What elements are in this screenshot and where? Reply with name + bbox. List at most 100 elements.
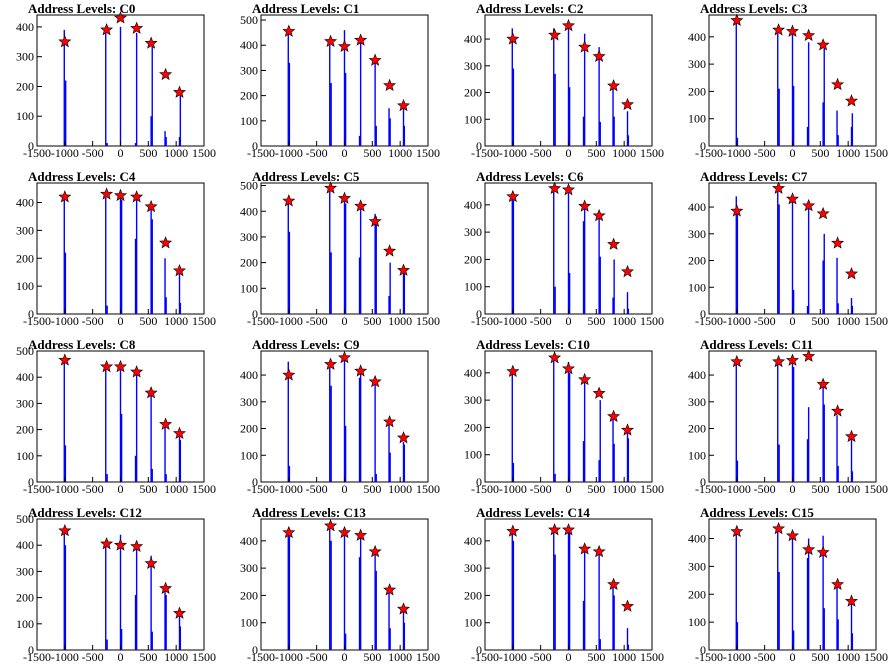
peak-marker [562,361,575,375]
peak-marker [58,523,72,537]
peak-marker [548,181,562,194]
y-tick-label: 500 [240,179,258,193]
peak-marker [578,542,592,555]
x-tick-label: -1500 [695,482,723,496]
chart-panel: Address Levels: C50100200300400500-1500-… [240,169,440,328]
peak-marker [592,544,606,558]
chart-title: Address Levels: C14 [476,505,590,520]
y-tick-label: 200 [464,588,482,602]
x-tick-label: 0 [790,482,796,496]
x-tick-label: -1500 [471,482,499,496]
y-tick-label: 200 [688,587,706,601]
x-tick-label: 500 [811,314,829,328]
peak-marker [354,364,368,377]
y-tick-label: 100 [16,109,34,123]
x-tick-label: -1000 [275,650,303,664]
peak-marker [802,28,816,41]
x-tick-label: -1500 [471,650,499,664]
peak-marker [506,524,520,537]
x-tick-label: 1500 [640,650,664,664]
peak-marker [562,18,575,32]
x-tick-label: 1000 [388,482,412,496]
y-tick-label: 0 [700,475,706,489]
chart-title: Address Levels: C8 [28,337,136,352]
chart-panel: Address Levels: C9 0 100 200 300 400 -1500 -100… [240,337,440,496]
x-tick-label: -500 [530,146,552,160]
x-tick-label: 1500 [416,146,440,160]
x-tick-label: -500 [754,314,776,328]
x-tick-label: -1000 [499,650,527,664]
x-tick-label: 1500 [640,146,664,160]
peak-marker [730,204,744,217]
y-tick-label: 0 [476,139,482,153]
peak-marker [397,98,410,112]
peak-marker [114,188,127,202]
chart-panel: Address Levels: C10100200300400500-1500-… [240,1,440,160]
y-tick-label: 300 [688,559,706,573]
chart-panel: Address Levels: C14 0 100 200 300 400 -1500 -10… [464,505,664,664]
peak-marker [397,431,410,444]
y-tick-label: 0 [700,643,706,657]
x-tick-label: -1000 [51,650,79,664]
peak-marker [282,525,296,539]
peak-marker [607,409,621,423]
x-tick-label: 0 [342,314,348,328]
y-tick-label: 200 [240,89,258,103]
x-tick-label: 1000 [388,146,412,160]
peak-marker [383,415,397,428]
x-tick-label: 500 [139,314,157,328]
peak-marker [845,94,858,107]
chart-title: Address Levels: C9 [252,337,360,352]
y-tick-label: 100 [16,449,34,463]
x-tick-label: 1000 [388,314,412,328]
chart-panel: Address Levels: C7 0 100 200 300 400 -1500 -100… [688,169,888,328]
y-tick-label: 400 [16,20,34,34]
peak-marker [114,11,127,24]
y-tick-label: 300 [688,57,706,71]
x-tick-label: 1000 [612,482,636,496]
chart-title: Address Levels: C1 [252,1,359,16]
peak-marker [100,537,114,550]
y-tick-label: 400 [240,534,258,548]
x-tick-label: 0 [566,314,572,328]
x-tick-label: 1000 [836,146,860,160]
y-tick-label: 0 [476,307,482,321]
x-tick-label: 0 [342,482,348,496]
chart-panel: Address Levels: C10 0 100 200 300 400 -1500 -10… [464,337,664,496]
peak-marker [578,372,592,386]
y-tick-label: 100 [16,617,34,631]
peak-marker [506,364,520,377]
y-tick-label: 200 [464,420,482,434]
x-tick-label: 500 [363,650,381,664]
y-tick-label: 300 [16,396,34,410]
peak-marker [114,538,127,551]
y-tick-label: 200 [240,256,258,270]
chart-title: Address Levels: C6 [476,169,584,184]
x-tick-label: 0 [566,146,572,160]
peak-marker [368,214,382,228]
peak-marker [130,365,144,378]
x-tick-label: -500 [306,314,328,328]
y-tick-label: 300 [240,561,258,575]
x-tick-label: -500 [82,146,104,160]
x-tick-label: -1500 [695,146,723,160]
x-tick-label: 1000 [836,482,860,496]
x-tick-label: 1500 [864,146,888,160]
peak-marker [831,404,845,417]
peak-marker [58,353,72,366]
x-tick-label: -500 [530,314,552,328]
peak-marker [282,24,296,37]
peak-marker [130,190,144,203]
peak-marker [338,350,351,364]
peak-marker [144,556,158,570]
x-tick-label: 1000 [612,314,636,328]
x-tick-label: -500 [306,650,328,664]
x-tick-label: 0 [118,146,124,160]
y-tick-label: 500 [240,13,258,27]
chart-panel: Address Levels: C4 0 100 200 300 400 -1500 -100… [16,169,216,328]
y-tick-label: 0 [700,307,706,321]
y-tick-label: 0 [252,643,258,657]
peak-marker [816,38,830,51]
peak-marker [772,23,786,36]
x-tick-label: 1500 [416,650,440,664]
